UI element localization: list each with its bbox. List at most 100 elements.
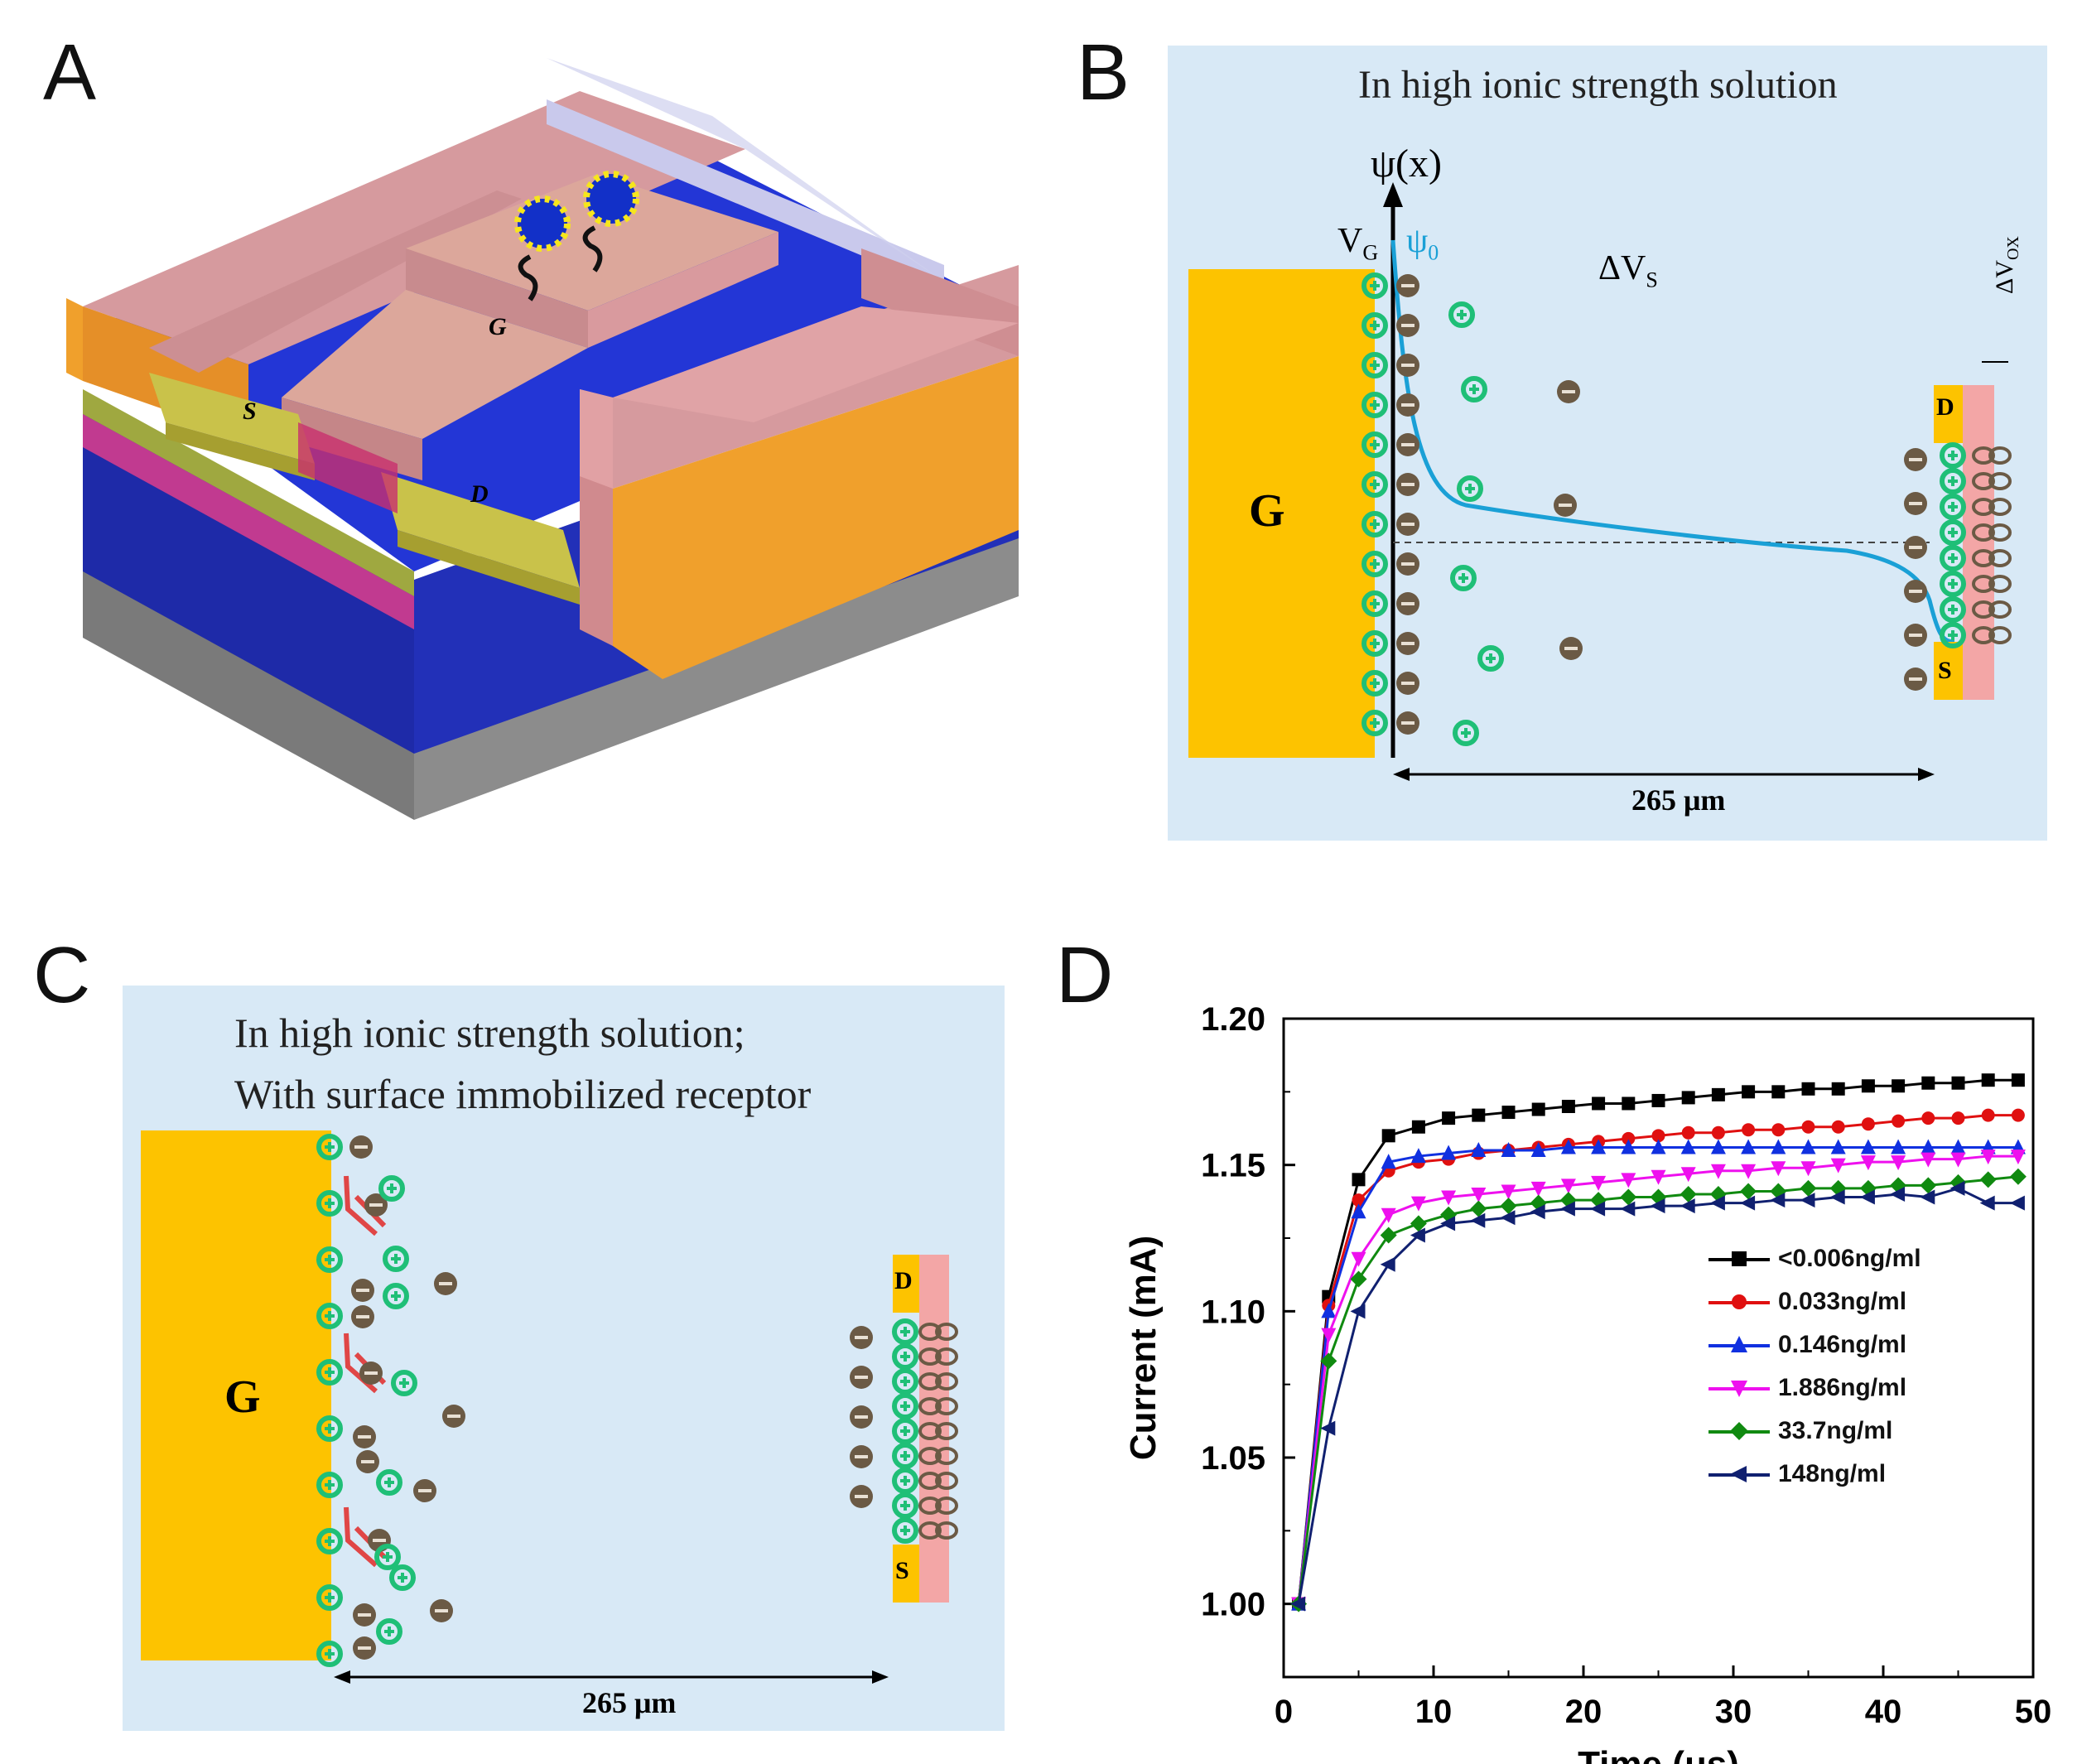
cation-icon — [1361, 590, 1388, 617]
plot-frame — [1282, 1017, 2035, 1679]
oxide-charge-icon — [1988, 575, 2012, 593]
data-point — [1949, 1174, 1967, 1191]
data-point — [1651, 1093, 1665, 1107]
cation-icon — [892, 1517, 918, 1544]
legend-marker-shape — [1730, 1422, 1748, 1440]
device-source-label: S — [243, 398, 257, 425]
oxide-charge-icon — [1988, 549, 2012, 567]
x-tick-label: 10 — [1415, 1694, 1453, 1730]
cation-icon — [1361, 551, 1388, 577]
oxide-charge-icon — [935, 1497, 958, 1515]
data-point — [1921, 1076, 1935, 1090]
data-point — [1441, 1190, 1457, 1206]
data-point — [1921, 1111, 1935, 1125]
data-point — [1380, 1256, 1395, 1272]
anion-icon — [1557, 380, 1580, 403]
cation-icon — [316, 1134, 343, 1160]
data-point — [1410, 1227, 1425, 1243]
device-gate-label: G — [489, 313, 507, 340]
data-point — [1829, 1189, 1845, 1205]
data-point — [2011, 1108, 2025, 1122]
anion-icon — [1396, 632, 1419, 655]
y-tick-label: 1.05 — [1201, 1440, 1265, 1477]
legend-swatch — [1708, 1285, 1770, 1318]
data-point — [1380, 1227, 1397, 1244]
potential-curve — [1390, 239, 1955, 644]
panel-b-label: B — [1077, 28, 1130, 117]
oxide-charge-icon — [1972, 575, 1995, 593]
data-point — [1530, 1142, 1546, 1157]
cation-icon — [892, 1468, 918, 1494]
cation-icon — [383, 1283, 409, 1309]
panel-c-title-line2: With surface immobilized receptor — [234, 1071, 812, 1117]
data-point — [1800, 1193, 1815, 1208]
data-point — [1471, 1142, 1487, 1157]
oxide-charge-icon — [1972, 498, 1995, 516]
data-point — [1831, 1120, 1845, 1134]
legend-marker-shape — [1732, 1294, 1747, 1309]
data-point — [1771, 1085, 1786, 1099]
anion-icon — [1904, 448, 1927, 471]
data-point — [1410, 1148, 1426, 1164]
data-point — [1559, 1201, 1575, 1217]
anion-icon — [353, 1425, 376, 1448]
panel-c-gate-label: G — [224, 1371, 261, 1423]
anion-icon — [353, 1636, 376, 1660]
oxide-charge-icon — [935, 1521, 958, 1540]
legend-label: 33.7ng/ml — [1778, 1417, 1893, 1444]
gate-electrode-block — [1188, 269, 1375, 758]
cation-icon — [316, 1641, 343, 1667]
data-point — [1381, 1207, 1396, 1223]
legend-swatch — [1708, 1371, 1770, 1405]
oxide-charge-icon — [918, 1372, 942, 1390]
data-point — [1560, 1139, 1576, 1154]
anion-icon — [1396, 314, 1419, 337]
panel-b-source-label: S — [1938, 657, 1952, 684]
data-point — [1622, 1096, 1636, 1111]
data-point — [1891, 1155, 1906, 1171]
data-point — [1980, 1149, 1996, 1165]
data-point — [1830, 1139, 1846, 1154]
panel-b-distance-label: 265 μm — [1631, 783, 1726, 817]
data-point — [1890, 1187, 1906, 1202]
oxide-charge-icon — [935, 1397, 958, 1415]
cation-icon — [892, 1318, 918, 1345]
oxide-charge-icon — [918, 1521, 942, 1540]
cation-icon — [316, 1246, 343, 1273]
anion-icon — [1396, 433, 1419, 456]
data-point — [1920, 1177, 1937, 1194]
panel-b-gate-label: G — [1249, 485, 1285, 537]
oxide-charge-icon — [1988, 626, 2012, 644]
series-line — [1297, 1175, 2019, 1604]
x-tick-label: 40 — [1865, 1694, 1902, 1730]
anion-icon — [442, 1405, 465, 1428]
psi-axis-label: ψ(x) — [1371, 142, 1443, 186]
delta-vox-label: ΔVOX — [1991, 236, 2022, 294]
legend-label: <0.006ng/ml — [1778, 1245, 1921, 1272]
cation-icon — [1940, 442, 1966, 469]
data-point — [1771, 1139, 1786, 1154]
cation-icon — [1940, 596, 1966, 623]
legend-marker — [1731, 1381, 1747, 1397]
legend-marker-shape — [1731, 1336, 1747, 1352]
data-point — [1949, 1180, 1965, 1196]
series-4 — [1290, 1168, 2027, 1612]
y-tick-label: 1.00 — [1201, 1587, 1265, 1623]
series-3 — [1291, 1149, 2026, 1612]
legend-swatch — [1708, 1415, 1770, 1448]
data-point — [1651, 1169, 1666, 1185]
anion-icon — [1554, 494, 1577, 517]
y-tick-label: 1.20 — [1201, 1001, 1265, 1038]
legend-item: 0.146ng/ml — [1708, 1328, 1906, 1362]
cation-icon — [892, 1343, 918, 1370]
cation-icon — [1361, 312, 1388, 339]
data-point — [1501, 1184, 1516, 1200]
anion-icon — [434, 1272, 457, 1295]
y-axis-label: Current (mA) — [1123, 1236, 1164, 1460]
panel-c-title-line1: In high ionic strength solution; — [234, 1010, 745, 1056]
anion-icon — [850, 1405, 873, 1429]
data-point — [1321, 1328, 1337, 1343]
legend-item: 148ng/ml — [1708, 1458, 1886, 1491]
cation-icon — [1940, 545, 1966, 571]
data-point — [1710, 1139, 1726, 1154]
